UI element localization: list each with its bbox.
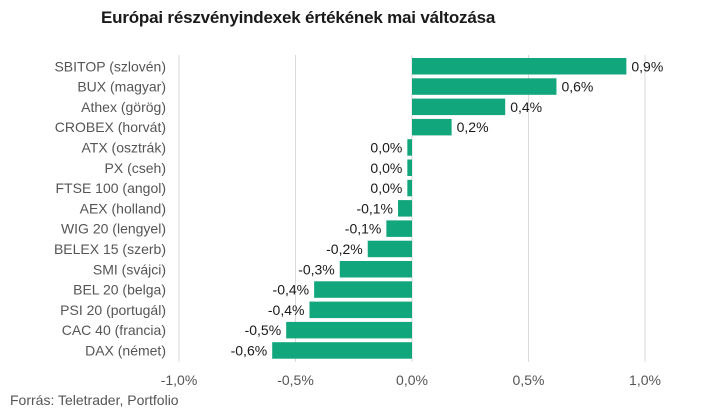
value-label: 0,4% [510, 99, 542, 115]
bar [412, 118, 452, 136]
x-tick-label: 0,5% [513, 372, 545, 388]
category-label: ATX (osztrák) [81, 139, 166, 155]
category-labels: SBITOP (szlovén) BUX (magyar) Athex (görög… [54, 58, 166, 358]
value-label: -0,2% [326, 241, 363, 257]
category-label: DAX (német) [85, 342, 166, 358]
value-label: -0,4% [268, 302, 305, 318]
category-label: WIG 20 (lengyel) [61, 221, 166, 237]
category-label: BEL 20 (belga) [73, 282, 166, 298]
value-label: 0,6% [561, 79, 593, 95]
bar [272, 342, 412, 359]
x-tick-label: 0,0% [396, 372, 428, 388]
category-label: AEX (holland) [80, 200, 166, 216]
x-tick-label: -0,5% [277, 372, 314, 388]
bar [407, 139, 412, 156]
bar [367, 240, 412, 258]
bar [412, 78, 557, 95]
category-label: BELEX 15 (szerb) [54, 241, 166, 257]
category-label: Athex (görög) [81, 99, 166, 115]
bars [272, 58, 627, 359]
bar [309, 301, 412, 319]
bar [407, 159, 412, 176]
value-label: 0,0% [370, 160, 402, 176]
bar [412, 98, 506, 116]
bar [398, 200, 412, 217]
category-label: BUX (magyar) [77, 79, 166, 95]
chart-title: Európai részvényindexek értékének mai vá… [101, 8, 496, 27]
category-label: CROBEX (horvát) [55, 119, 166, 135]
value-label: -0,3% [298, 261, 335, 277]
category-label: CAC 40 (francia) [62, 322, 166, 338]
value-label: -0,6% [231, 342, 268, 358]
x-tick-label: 1,0% [629, 372, 661, 388]
category-label: SBITOP (szlovén) [54, 58, 166, 74]
category-label: SMI (svájci) [93, 261, 166, 277]
bar [339, 261, 412, 278]
value-label: 0,0% [370, 139, 402, 155]
value-labels: 0,9% 0,6% 0,4% 0,2% 0,0% 0,0% 0,0% -0,1% -0,1% -0… [231, 58, 664, 358]
value-label: 0,0% [370, 180, 402, 196]
category-label: PX (cseh) [105, 160, 166, 176]
category-label: PSI 20 (portugál) [60, 302, 166, 318]
bar [407, 179, 412, 197]
x-tick-labels: -1,0% -0,5% 0,0% 0,5% 1,0% [161, 372, 661, 388]
value-label: -0,5% [245, 322, 282, 338]
value-label: -0,1% [356, 200, 393, 216]
x-tick-label: -1,0% [161, 372, 198, 388]
bar [386, 220, 412, 237]
bar [286, 321, 412, 339]
bar [412, 58, 627, 75]
category-label: FTSE 100 (angol) [56, 180, 167, 196]
value-label: -0,4% [273, 282, 310, 298]
value-label: 0,2% [457, 119, 489, 135]
value-label: -0,1% [345, 221, 382, 237]
source-note: Forrás: Teletrader, Portfolio [10, 392, 179, 408]
bar [314, 281, 412, 298]
value-label: 0,9% [631, 58, 663, 74]
